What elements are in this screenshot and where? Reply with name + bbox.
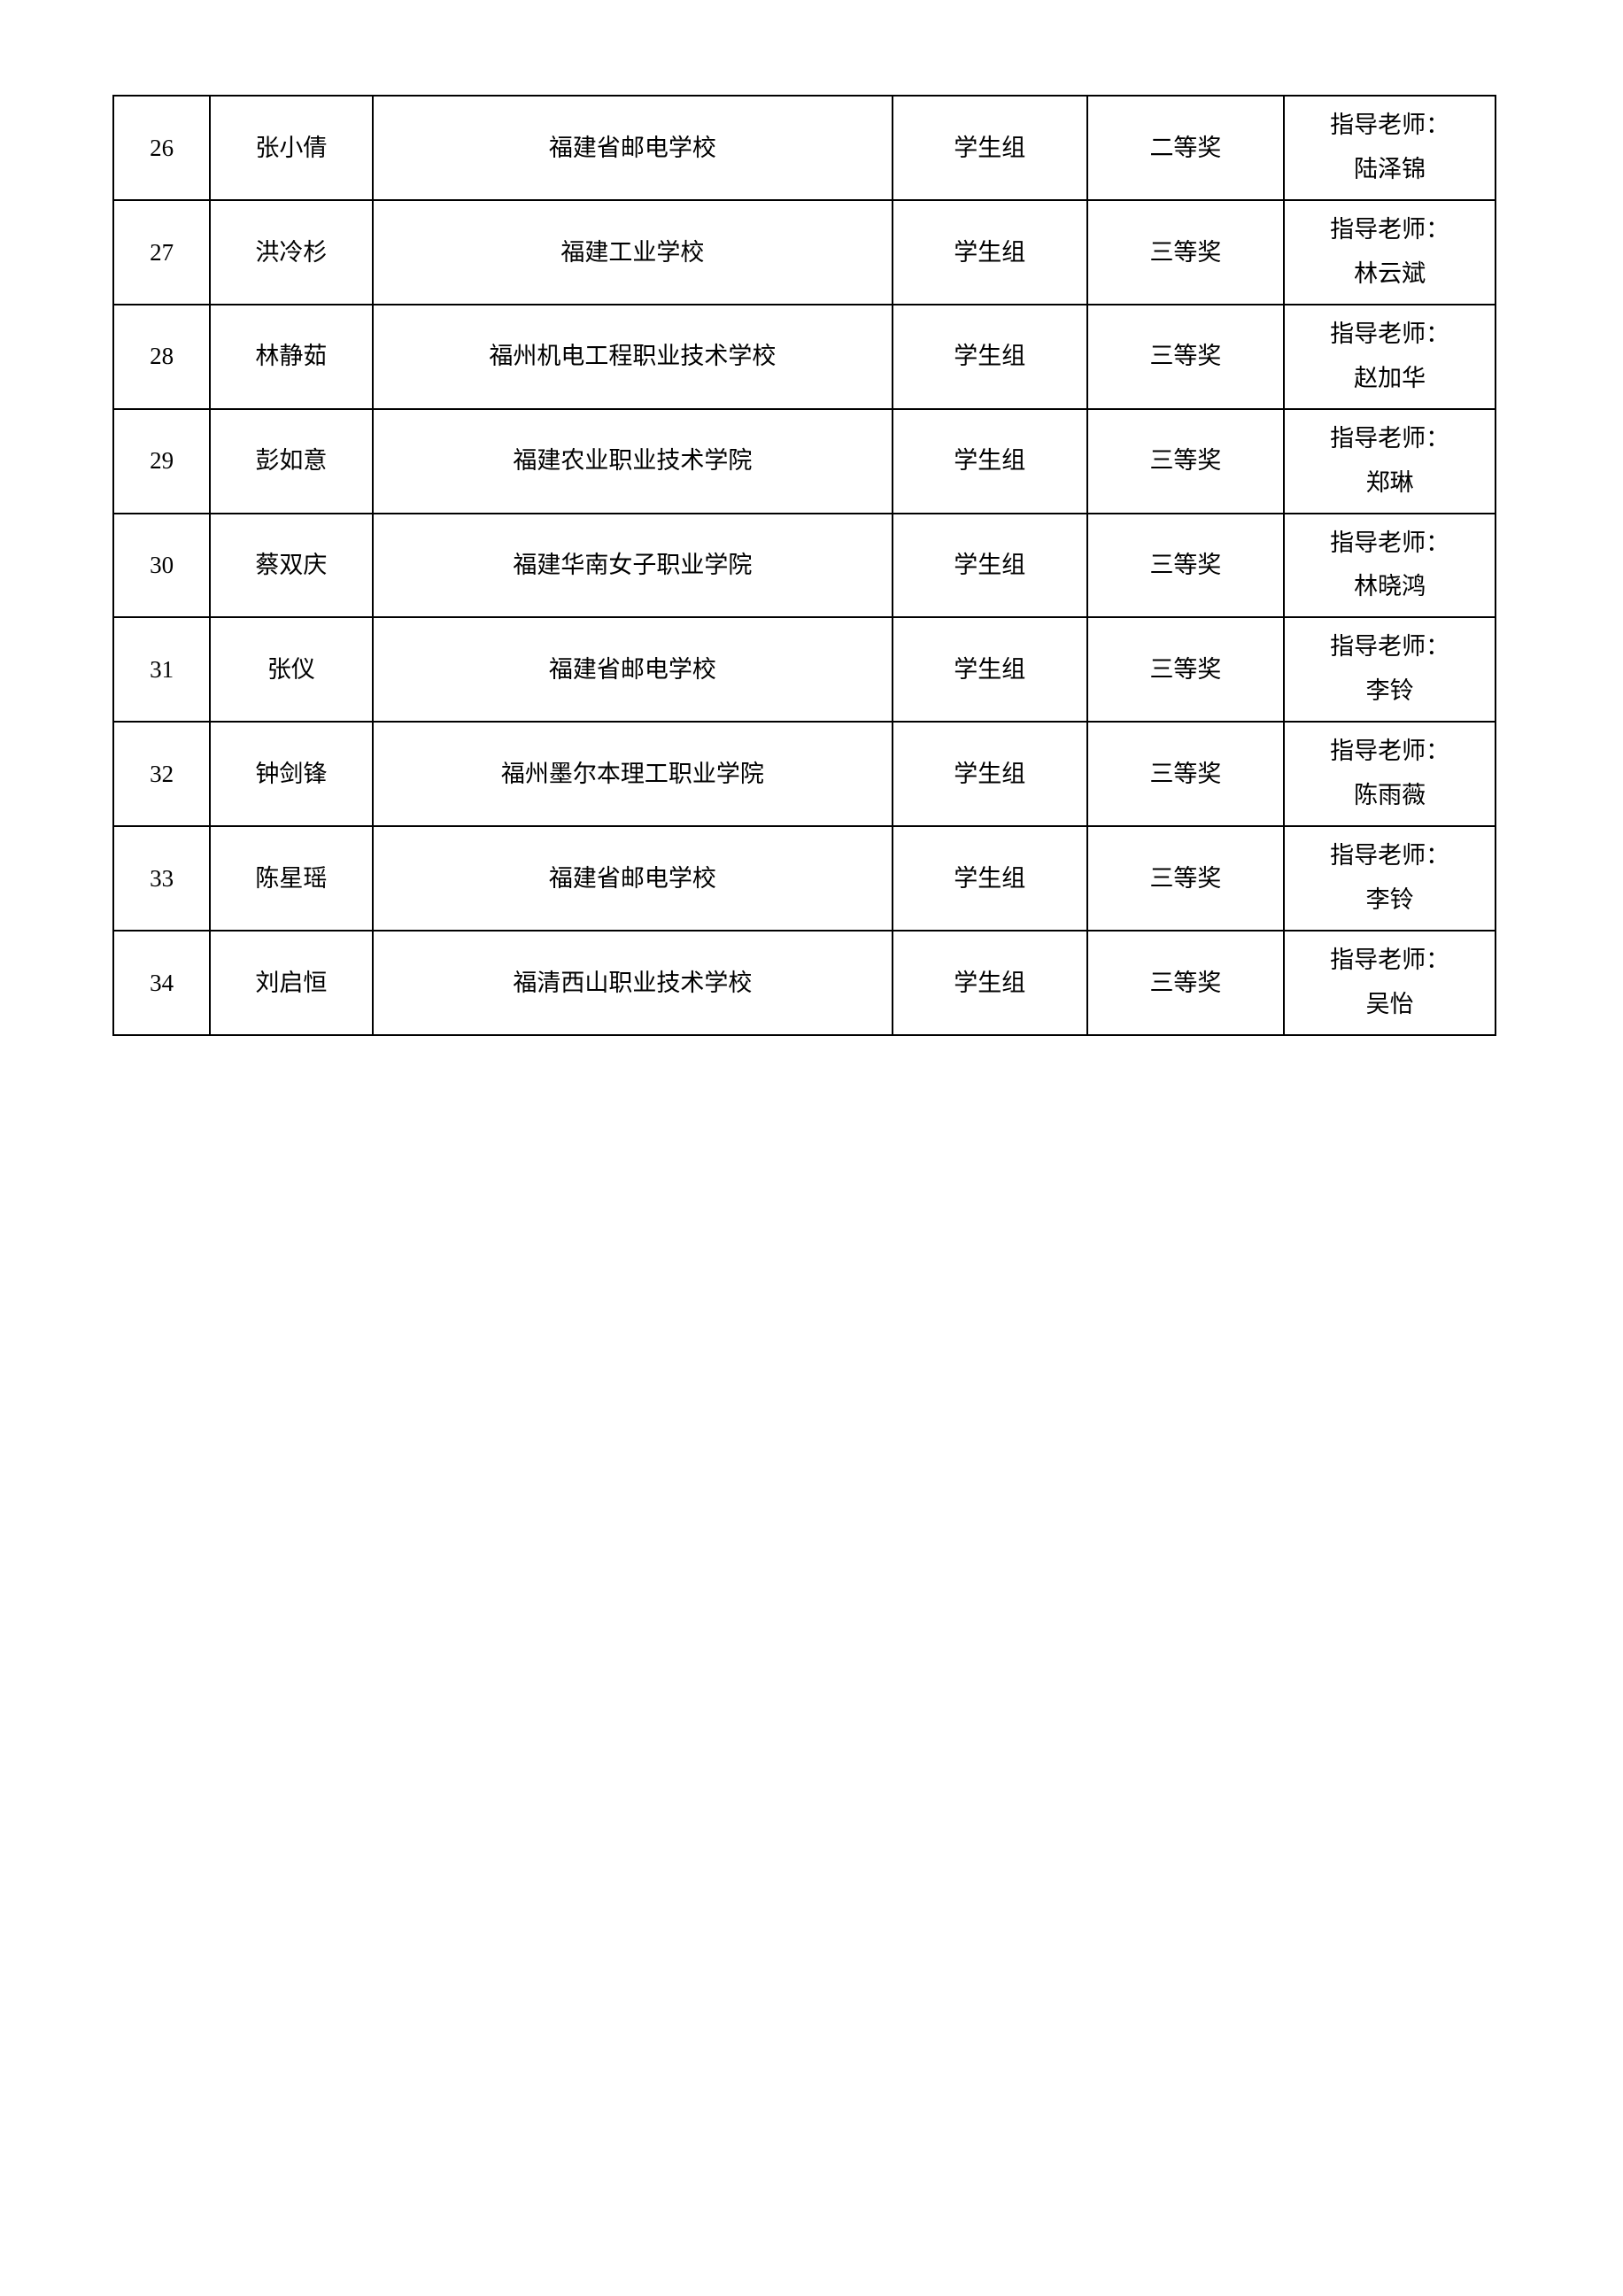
award-level: 三等奖 <box>1087 200 1285 305</box>
student-name: 陈星瑶 <box>210 826 372 931</box>
award-level: 三等奖 <box>1087 931 1285 1035</box>
row-number: 34 <box>113 931 210 1035</box>
student-name: 钟剑锋 <box>210 722 372 826</box>
advisor-info: 指导老师： 吴怡 <box>1284 931 1495 1035</box>
row-number: 32 <box>113 722 210 826</box>
award-level: 二等奖 <box>1087 96 1285 200</box>
advisor-name: 陈雨薇 <box>1354 782 1426 808</box>
table-body: 26张小倩福建省邮电学校学生组二等奖指导老师：陆泽锦27洪冷杉福建工业学校学生组… <box>113 96 1495 1035</box>
advisor-label: 指导老师： <box>1330 425 1449 452</box>
group-type: 学生组 <box>893 514 1086 618</box>
advisor-info: 指导老师： 林云斌 <box>1284 200 1495 305</box>
row-number: 30 <box>113 514 210 618</box>
school-name: 福建省邮电学校 <box>373 96 893 200</box>
award-level: 三等奖 <box>1087 409 1285 514</box>
table-row: 26张小倩福建省邮电学校学生组二等奖 指导老师： 陆泽锦 <box>113 96 1495 200</box>
group-type: 学生组 <box>893 409 1086 514</box>
student-name: 林静茹 <box>210 305 372 409</box>
advisor-name: 林云斌 <box>1354 260 1426 287</box>
advisor-name: 李铃 <box>1366 886 1414 913</box>
advisor-label: 指导老师： <box>1330 216 1449 243</box>
advisor-name: 李铃 <box>1366 677 1414 704</box>
row-number: 31 <box>113 617 210 722</box>
advisor-label: 指导老师： <box>1330 947 1449 973</box>
school-name: 福建农业职业技术学院 <box>373 409 893 514</box>
table-row: 31张仪福建省邮电学校学生组三等奖 指导老师： 李铃 <box>113 617 1495 722</box>
table-row: 29彭如意福建农业职业技术学院学生组三等奖 指导老师： 郑琳 <box>113 409 1495 514</box>
school-name: 福州机电工程职业技术学校 <box>373 305 893 409</box>
advisor-label: 指导老师： <box>1330 633 1449 660</box>
table-row: 27洪冷杉福建工业学校学生组三等奖 指导老师： 林云斌 <box>113 200 1495 305</box>
advisor-name: 林晓鸿 <box>1354 573 1426 599</box>
row-number: 28 <box>113 305 210 409</box>
advisor-info: 指导老师： 林晓鸿 <box>1284 514 1495 618</box>
table-row: 32钟剑锋福州墨尔本理工职业学院学生组三等奖 指导老师： 陈雨薇 <box>113 722 1495 826</box>
group-type: 学生组 <box>893 931 1086 1035</box>
row-number: 26 <box>113 96 210 200</box>
school-name: 福建省邮电学校 <box>373 826 893 931</box>
advisor-info: 指导老师： 郑琳 <box>1284 409 1495 514</box>
school-name: 福清西山职业技术学校 <box>373 931 893 1035</box>
student-name: 刘启恒 <box>210 931 372 1035</box>
group-type: 学生组 <box>893 826 1086 931</box>
advisor-info: 指导老师： 陈雨薇 <box>1284 722 1495 826</box>
school-name: 福建省邮电学校 <box>373 617 893 722</box>
advisor-info: 指导老师： 李铃 <box>1284 826 1495 931</box>
advisor-name: 赵加华 <box>1354 365 1426 391</box>
school-name: 福州墨尔本理工职业学院 <box>373 722 893 826</box>
award-level: 三等奖 <box>1087 722 1285 826</box>
table-row: 33陈星瑶福建省邮电学校学生组三等奖 指导老师： 李铃 <box>113 826 1495 931</box>
table-row: 34刘启恒福清西山职业技术学校学生组三等奖 指导老师： 吴怡 <box>113 931 1495 1035</box>
row-number: 29 <box>113 409 210 514</box>
group-type: 学生组 <box>893 617 1086 722</box>
advisor-info: 指导老师： 赵加华 <box>1284 305 1495 409</box>
advisor-label: 指导老师： <box>1330 842 1449 869</box>
group-type: 学生组 <box>893 722 1086 826</box>
student-name: 蔡双庆 <box>210 514 372 618</box>
advisor-label: 指导老师： <box>1330 112 1449 138</box>
group-type: 学生组 <box>893 200 1086 305</box>
group-type: 学生组 <box>893 305 1086 409</box>
school-name: 福建华南女子职业学院 <box>373 514 893 618</box>
student-name: 张小倩 <box>210 96 372 200</box>
group-type: 学生组 <box>893 96 1086 200</box>
advisor-name: 吴怡 <box>1366 991 1414 1017</box>
advisor-name: 郑琳 <box>1366 469 1414 496</box>
award-level: 三等奖 <box>1087 514 1285 618</box>
award-level: 三等奖 <box>1087 617 1285 722</box>
advisor-label: 指导老师： <box>1330 321 1449 347</box>
awards-table: 26张小倩福建省邮电学校学生组二等奖指导老师：陆泽锦27洪冷杉福建工业学校学生组… <box>112 95 1496 1036</box>
student-name: 洪冷杉 <box>210 200 372 305</box>
table-row: 30蔡双庆福建华南女子职业学院学生组三等奖 指导老师： 林晓鸿 <box>113 514 1495 618</box>
student-name: 彭如意 <box>210 409 372 514</box>
awards-table-container: 26张小倩福建省邮电学校学生组二等奖指导老师：陆泽锦27洪冷杉福建工业学校学生组… <box>112 95 1496 1036</box>
row-number: 27 <box>113 200 210 305</box>
advisor-name: 陆泽锦 <box>1354 156 1426 182</box>
advisor-label: 指导老师： <box>1330 530 1449 556</box>
school-name: 福建工业学校 <box>373 200 893 305</box>
award-level: 三等奖 <box>1087 826 1285 931</box>
advisor-info: 指导老师： 李铃 <box>1284 617 1495 722</box>
student-name: 张仪 <box>210 617 372 722</box>
advisor-label: 指导老师： <box>1330 738 1449 764</box>
row-number: 33 <box>113 826 210 931</box>
advisor-info: 指导老师： 陆泽锦 <box>1284 96 1495 200</box>
table-row: 28林静茹福州机电工程职业技术学校学生组三等奖 指导老师： 赵加华 <box>113 305 1495 409</box>
award-level: 三等奖 <box>1087 305 1285 409</box>
